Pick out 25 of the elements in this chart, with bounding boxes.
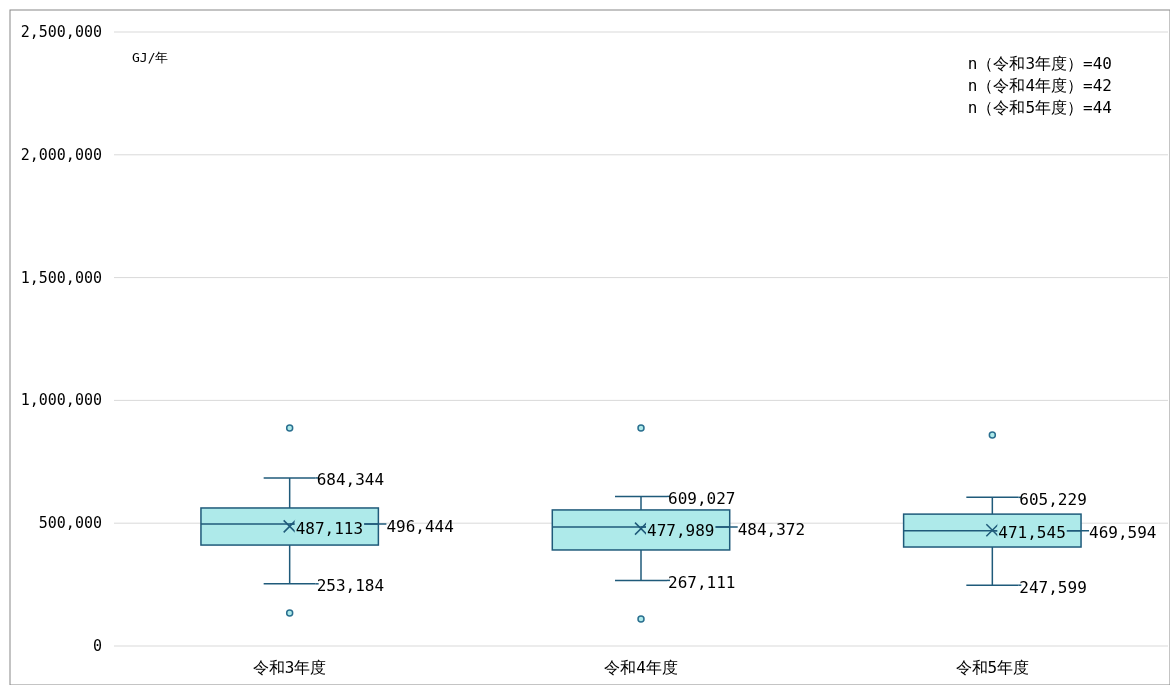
- y-tick-label: 0: [92, 637, 102, 655]
- annotation: 684,344: [316, 470, 385, 490]
- annotation: n（令和4年度）=42: [967, 75, 1112, 95]
- x-tick-label: 令和5年度: [955, 657, 1030, 677]
- y-tick-label: 1,000,000: [20, 391, 102, 410]
- annotation: 469,594: [1089, 523, 1157, 543]
- y-tick-label: 2,500,000: [20, 23, 102, 41]
- annotation: 496,444: [386, 516, 454, 536]
- y-tick-label: 2,000,000: [20, 145, 102, 164]
- x-tick-label: 令和4年度: [604, 657, 678, 677]
- y-axis-title: GJ/年: [132, 49, 169, 65]
- annotation: 477,989: [647, 521, 715, 541]
- annotation: 605,229: [1019, 489, 1087, 509]
- y-tick-label: 1,500,000: [20, 268, 102, 287]
- annotation: 267,111: [668, 572, 736, 592]
- annotation: n（令和3年度）=40: [967, 53, 1112, 73]
- annotation: 471,545: [998, 522, 1066, 542]
- annotation: 253,184: [316, 576, 385, 596]
- annotation: 487,113: [295, 518, 364, 538]
- y-tick-label: 500,000: [38, 514, 102, 533]
- annotation: n（令和5年度）=44: [967, 97, 1112, 117]
- annotation: 484,372: [737, 519, 806, 539]
- annotation: 609,027: [668, 488, 736, 508]
- x-tick-label: 令和3年度: [252, 657, 327, 677]
- annotation: 247,599: [1019, 577, 1087, 597]
